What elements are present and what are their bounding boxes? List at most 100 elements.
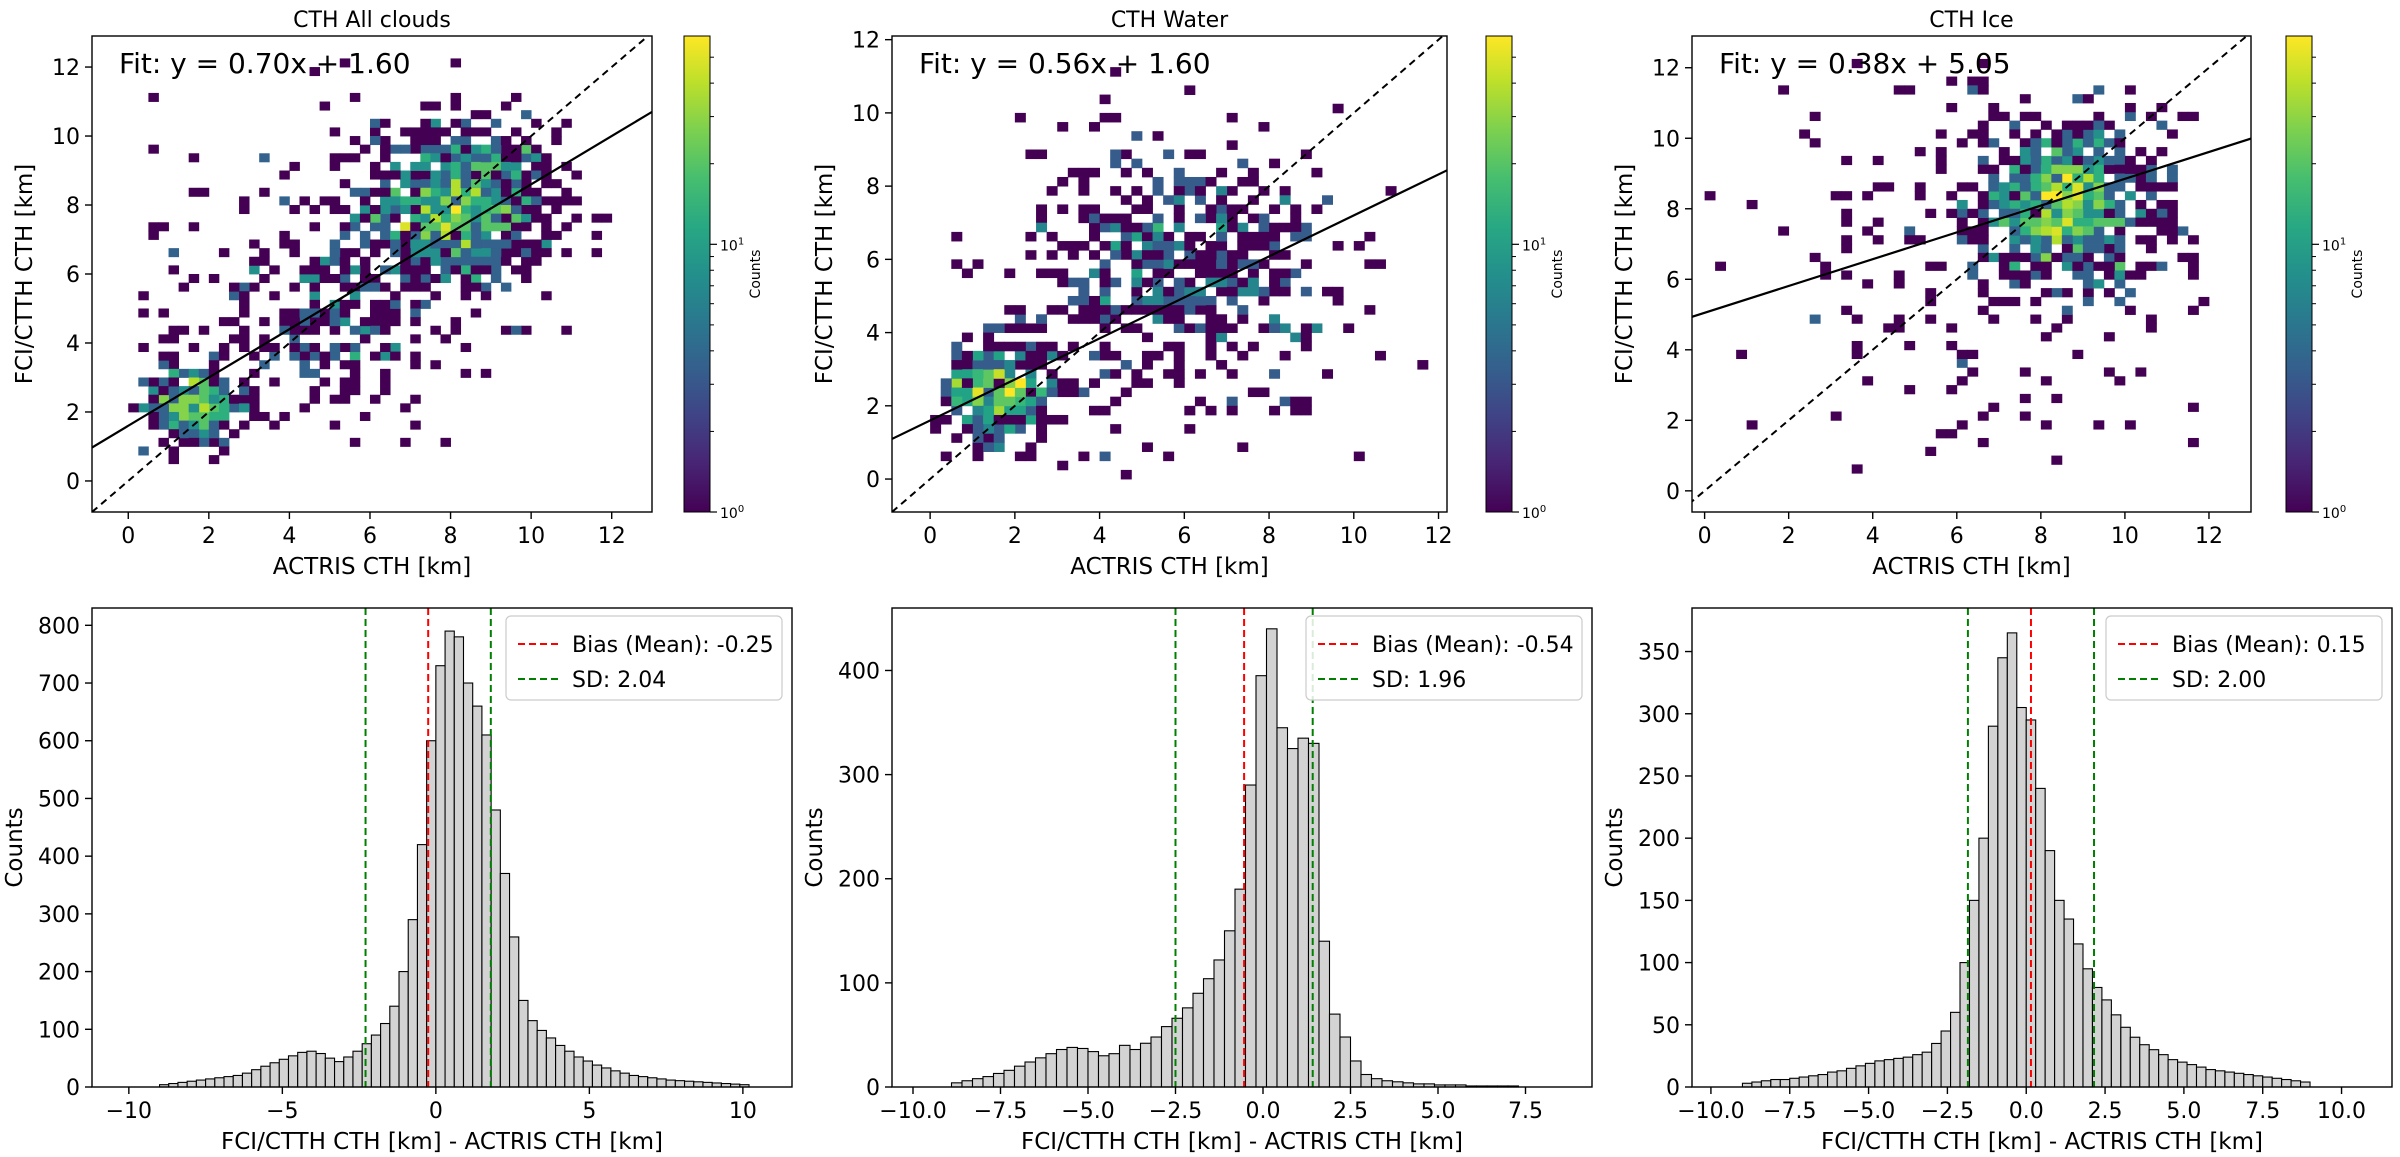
- heatmap-cell: [380, 308, 391, 318]
- heatmap-cell: [2072, 164, 2084, 174]
- histogram-bar: [961, 1080, 974, 1088]
- heatmap-cell: [359, 196, 371, 206]
- heatmap-cell: [2093, 244, 2105, 254]
- heatmap-cell: [1131, 204, 1143, 214]
- heatmap-cell: [2040, 164, 2052, 174]
- heatmap-cell: [1120, 387, 1132, 398]
- heatmap-cell: [2019, 199, 2031, 210]
- heatmap-cell: [198, 187, 210, 197]
- heatmap-cell: [1258, 259, 1270, 269]
- heatmap-cell: [1110, 149, 1122, 160]
- histogram-bar: [1297, 737, 1310, 1088]
- heatmap-cell: [1946, 208, 1958, 218]
- histogram-bar: [370, 1034, 382, 1088]
- heatmap-cell: [930, 424, 942, 434]
- histogram-bar: [1931, 1042, 1942, 1088]
- histogram-bar: [444, 630, 455, 1088]
- heatmap-cell: [1311, 204, 1323, 214]
- colorbar-tick-exponent: 1: [738, 236, 744, 247]
- heatmap-cell: [380, 368, 391, 378]
- heatmap-cell: [531, 118, 542, 128]
- heatmap-cell: [510, 127, 522, 137]
- heatmap-cell: [1977, 235, 1989, 245]
- heatmap-cell: [289, 239, 300, 249]
- heatmap-cell: [1862, 191, 1874, 201]
- y-axis-label: FCI/CTTH CTH [km]: [12, 164, 38, 385]
- heatmap-cell: [329, 127, 341, 137]
- heatmap-cell: [1078, 387, 1090, 398]
- heatmap-cell: [249, 386, 260, 396]
- heatmap-cell: [1099, 295, 1111, 306]
- heatmap-cell: [1205, 305, 1217, 315]
- heatmap-cell: [2114, 199, 2126, 210]
- heatmap-cell: [940, 378, 952, 388]
- heatmap-cell: [1120, 149, 1132, 160]
- heatmap-cell: [380, 325, 391, 335]
- heatmap-cell: [390, 230, 401, 240]
- heatmap-cell: [531, 187, 542, 197]
- heatmap-cell: [460, 118, 472, 128]
- heatmap-cell: [1977, 226, 1989, 236]
- heatmap-cell: [2156, 261, 2168, 271]
- heatmap-cell: [961, 369, 973, 379]
- heatmap-cell: [369, 127, 381, 137]
- heatmap-cell: [2040, 244, 2052, 254]
- heatmap-cell: [319, 196, 331, 206]
- y-tick-label: 350: [1638, 641, 1680, 666]
- heatmap-cell: [2019, 411, 2031, 421]
- heatmap-cell: [500, 222, 512, 232]
- heatmap-cell: [2082, 191, 2094, 201]
- heatmap-cell: [410, 334, 421, 344]
- heatmap-cell: [2166, 217, 2178, 227]
- heatmap-cell: [390, 317, 401, 327]
- heatmap-cell: [2103, 261, 2115, 271]
- y-tick-label: 0: [1666, 480, 1680, 505]
- heatmap-cell: [2061, 147, 2073, 157]
- heatmap-cell: [2093, 199, 2105, 210]
- heatmap-cell: [2030, 296, 2042, 307]
- heatmap-cell: [359, 325, 371, 335]
- heatmap-cell: [2166, 208, 2178, 218]
- heatmap-cell: [178, 368, 190, 378]
- heatmap-cell: [339, 153, 351, 163]
- heatmap-cell: [1004, 396, 1016, 407]
- heatmap-cell: [1226, 112, 1238, 123]
- heatmap-cell: [2093, 173, 2105, 183]
- heatmap-cell: [601, 213, 613, 223]
- histogram-bar: [407, 919, 418, 1088]
- heatmap-cell: [410, 256, 421, 266]
- heatmap-cell: [1025, 396, 1037, 407]
- heatmap-cell: [2051, 235, 2063, 245]
- heatmap-cell: [1078, 204, 1090, 214]
- heatmap-cell: [1110, 186, 1122, 196]
- heatmap-cell: [1862, 279, 1874, 289]
- heatmap-cell: [369, 205, 381, 215]
- heatmap-cell: [1237, 277, 1249, 288]
- heatmap-cell: [289, 205, 300, 215]
- histogram-bar: [1171, 1017, 1184, 1088]
- heatmap-cell: [2040, 173, 2052, 183]
- heatmap-cell: [400, 437, 411, 447]
- heatmap-cell: [500, 196, 512, 206]
- x-axis-label: FCI/CTTH CTH [km] - ACTRIS CTH [km]: [221, 1129, 663, 1155]
- heatmap-cell: [2051, 323, 2063, 333]
- heatmap-cell: [1194, 231, 1206, 242]
- histogram-bar: [573, 1056, 584, 1088]
- heatmap-cell: [329, 196, 341, 206]
- heatmap-cell: [2030, 244, 2042, 254]
- heatmap-cell: [1841, 208, 1853, 218]
- heatmap-cell: [359, 213, 371, 223]
- heatmap-cell: [1237, 259, 1249, 269]
- heatmap-cell: [1046, 378, 1058, 388]
- heatmap-cell: [1036, 405, 1048, 416]
- heatmap-cell: [2019, 138, 2031, 148]
- heatmap-cell: [2040, 217, 2052, 227]
- x-tick-label: 12: [598, 524, 626, 549]
- heatmap-cell: [1956, 349, 1968, 360]
- heatmap-cell: [1205, 332, 1217, 343]
- heatmap-cell: [198, 420, 210, 430]
- heatmap-cell: [319, 317, 331, 327]
- heatmap-cell: [521, 153, 532, 163]
- heatmap-cell: [2051, 138, 2063, 148]
- legend-box: [1305, 615, 1583, 701]
